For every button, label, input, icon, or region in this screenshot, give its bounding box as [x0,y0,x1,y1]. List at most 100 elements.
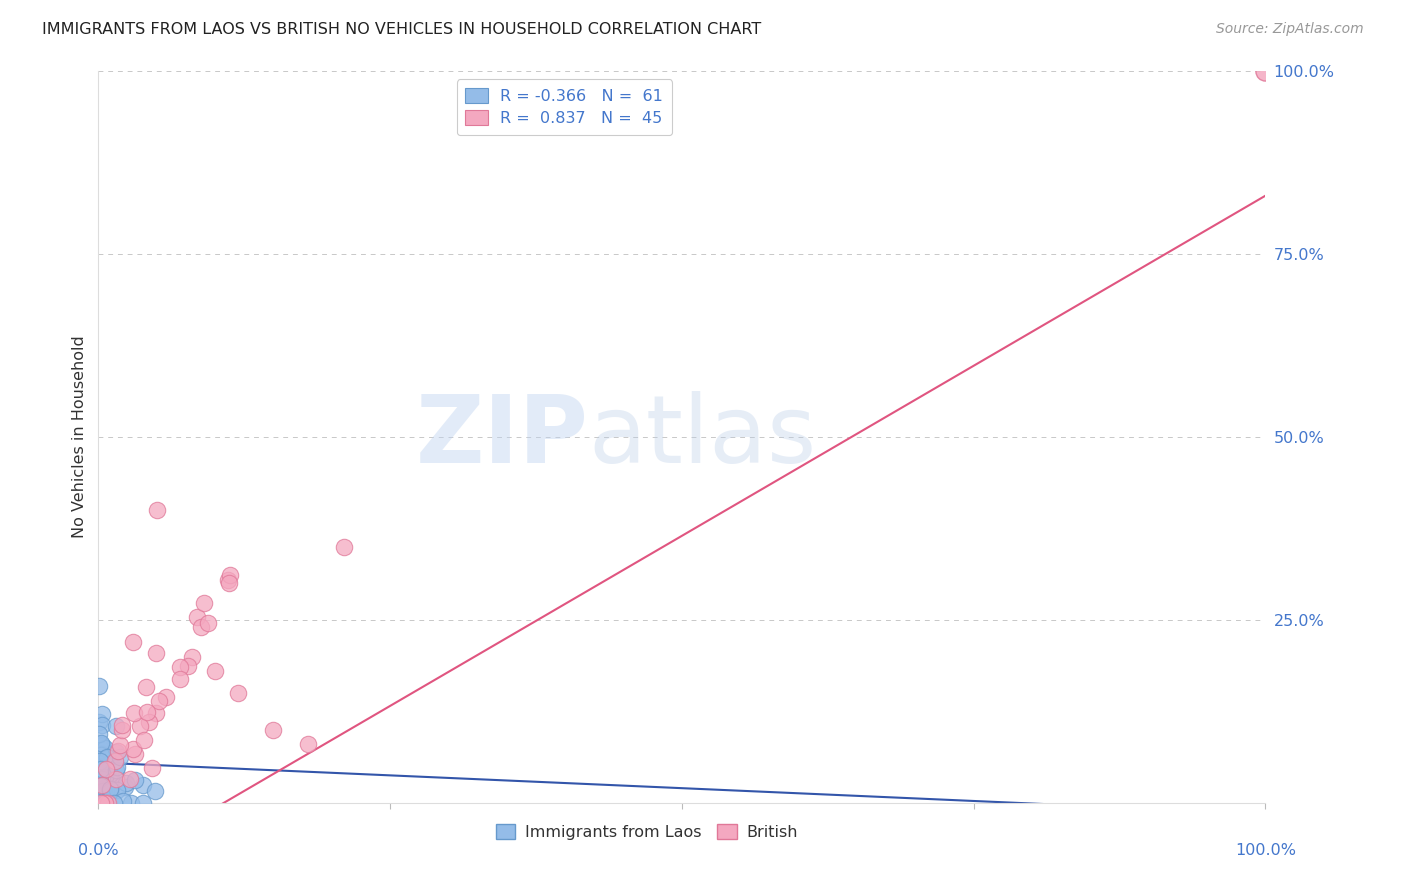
Point [177,659,200,673]
Point [89,796,111,810]
Point [87,715,110,730]
Point [124,773,146,788]
Point [90,796,112,810]
Point [124,747,146,761]
Point [110,723,132,737]
Point [114,780,136,794]
Point [297,737,319,751]
Point [94,762,117,776]
Point [120,796,142,810]
Point [90,735,112,749]
Point [1254,64,1277,78]
Point [91,781,114,796]
Point [93,796,115,810]
Point [121,742,143,756]
Point [217,574,239,588]
Point [105,718,128,732]
Point [90,760,112,774]
Point [89,737,111,751]
Point [89,765,111,780]
Point [115,776,138,790]
Point [90,778,112,792]
Point [94,741,117,756]
Point [105,782,128,797]
Text: atlas: atlas [589,391,817,483]
Point [103,796,125,810]
Point [228,686,250,700]
Point [94,784,117,798]
Point [96,750,118,764]
Point [87,679,110,693]
Point [148,694,170,708]
Point [90,796,112,810]
Point [101,772,124,787]
Point [105,759,128,773]
Point [90,778,112,792]
Point [143,783,166,797]
Point [132,733,155,747]
Point [89,796,111,810]
Point [89,786,111,800]
Point [89,784,111,798]
Point [90,796,112,810]
Point [98,772,121,787]
Point [97,796,120,810]
Point [87,774,110,789]
Point [108,750,131,764]
Point [89,727,111,741]
Point [146,503,169,517]
Point [111,717,134,731]
Point [204,664,226,678]
Point [94,770,117,784]
Point [193,596,215,610]
Point [91,707,114,722]
Point [131,796,153,810]
Point [98,784,121,798]
Point [93,752,115,766]
Point [93,796,115,810]
Point [90,794,112,808]
Text: 0.0%: 0.0% [79,843,118,858]
Point [87,789,110,803]
Point [138,714,160,729]
Point [169,672,191,686]
Point [90,717,112,731]
Text: Source: ZipAtlas.com: Source: ZipAtlas.com [1216,22,1364,37]
Point [197,615,219,630]
Point [90,738,112,752]
Point [122,706,145,721]
Point [135,706,157,720]
Text: ZIP: ZIP [416,391,589,483]
Point [107,744,129,758]
Point [89,788,111,802]
Point [333,540,356,554]
Point [91,747,114,762]
Point [93,771,115,785]
Point [135,681,157,695]
Point [190,620,212,634]
Text: IMMIGRANTS FROM LAOS VS BRITISH NO VEHICLES IN HOUSEHOLD CORRELATION CHART: IMMIGRANTS FROM LAOS VS BRITISH NO VEHIC… [42,22,762,37]
Point [98,766,121,780]
Point [93,783,115,797]
Point [89,747,111,762]
Point [104,745,127,759]
Point [219,568,242,582]
Y-axis label: No Vehicles in Household: No Vehicles in Household [72,335,87,539]
Point [89,754,111,768]
Point [145,646,167,660]
Point [120,772,142,786]
Point [87,761,110,775]
Point [90,796,112,810]
Point [132,778,155,792]
Point [104,772,127,787]
Point [90,779,112,793]
Point [122,635,145,649]
Point [100,780,122,794]
Point [141,761,163,775]
Point [186,609,208,624]
Point [108,738,131,752]
Point [94,796,117,810]
Text: 100.0%: 100.0% [1234,843,1296,858]
Point [111,794,134,808]
Point [129,719,152,733]
